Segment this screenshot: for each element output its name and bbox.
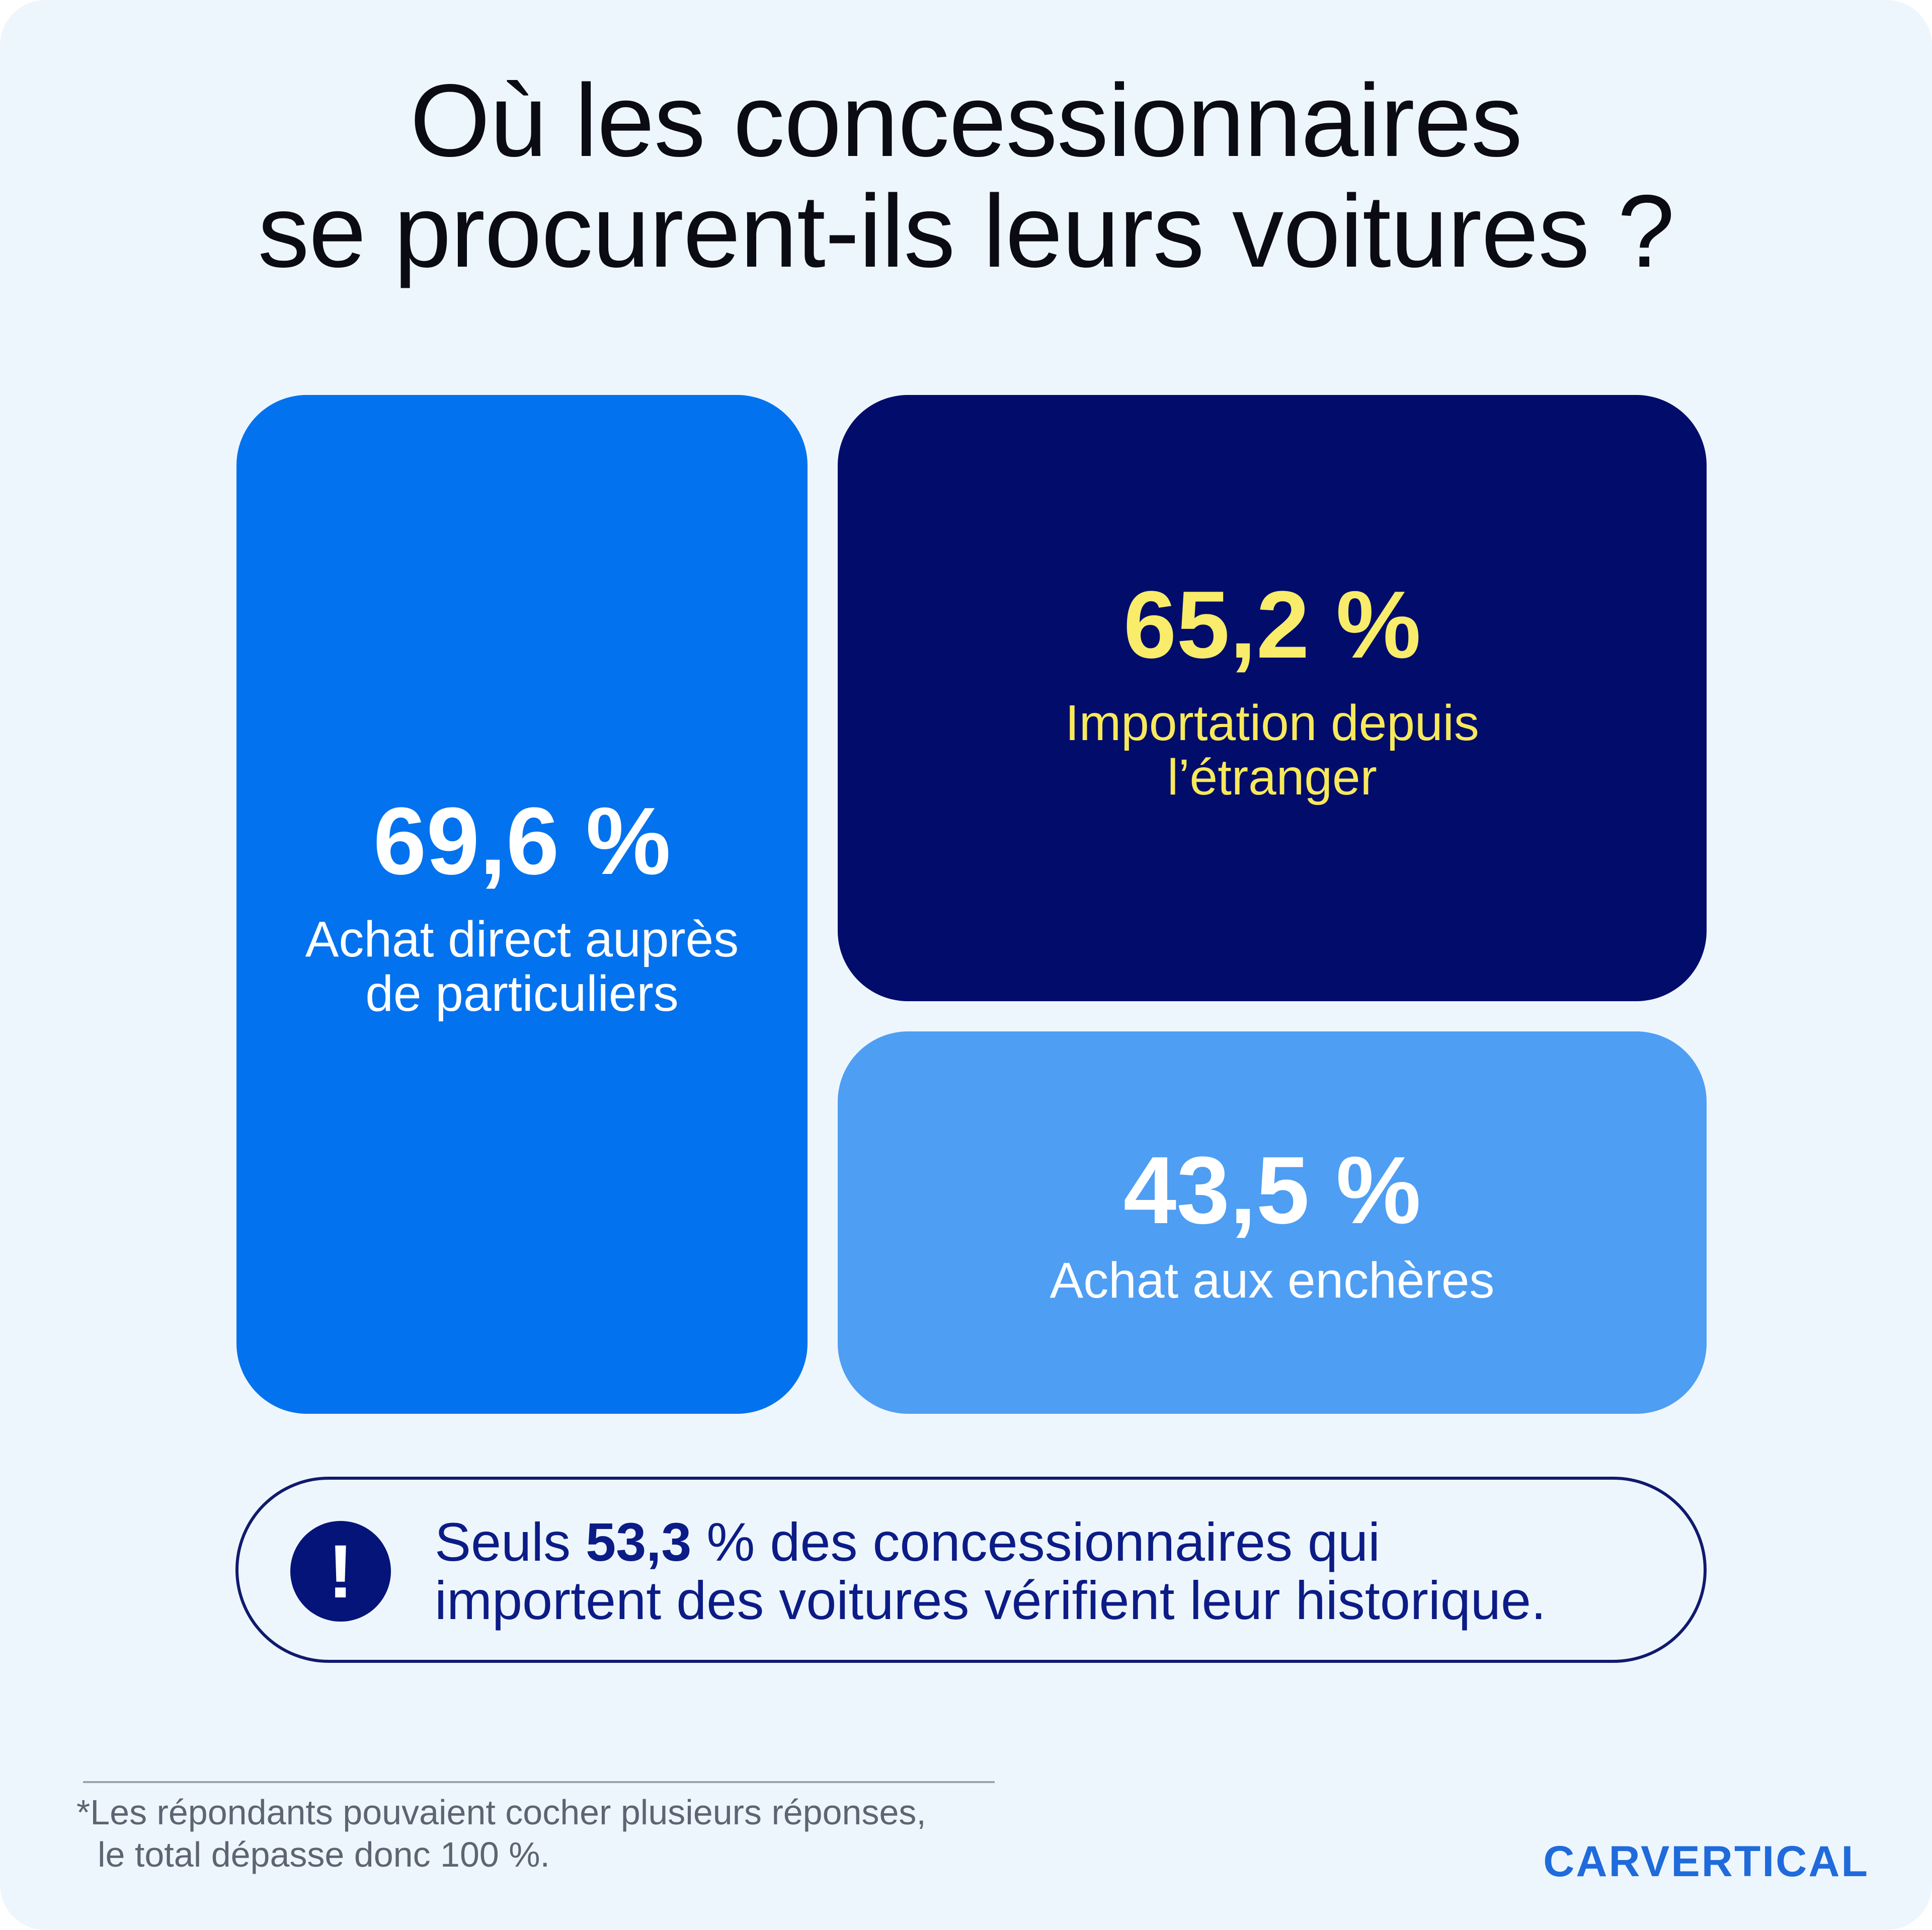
callout-prefix: Seuls bbox=[435, 1511, 586, 1572]
tile-import: 65,2 % Importation depuis l’étranger bbox=[838, 395, 1707, 1001]
title-line-2: se procurent-ils leurs voitures ? bbox=[258, 174, 1674, 289]
exclamation-icon: ! bbox=[290, 1521, 391, 1622]
tile-label-line: Importation depuis bbox=[1065, 694, 1479, 751]
tile-direct-purchase: 69,6 % Achat direct auprès de particulie… bbox=[236, 395, 808, 1414]
footnote-line-2: le total dépasse donc 100 %. bbox=[98, 1835, 550, 1874]
footnote: *Les répondants pouvaient cocher plusieu… bbox=[76, 1791, 1083, 1876]
brand-logo: CARVERTICAL bbox=[1543, 1837, 1869, 1886]
title-line-1: Où les concessionnaires bbox=[410, 63, 1522, 178]
callout-line-1: Seuls 53,3 % des concessionnaires qui bbox=[435, 1513, 1672, 1571]
tile-label-line: de particuliers bbox=[365, 965, 679, 1022]
tile-label-line: Achat direct auprès bbox=[305, 911, 739, 968]
callout-highlight: 53,3 bbox=[586, 1511, 692, 1572]
footnote-line-1: *Les répondants pouvaient cocher plusieu… bbox=[76, 1793, 926, 1832]
tile-label: Achat direct auprès de particuliers bbox=[305, 912, 739, 1021]
tile-label: Importation depuis l’étranger bbox=[1065, 696, 1479, 805]
page-title: Où les concessionnaires se procurent-ils… bbox=[0, 65, 1932, 287]
callout-box: ! Seuls 53,3 % des concessionnaires qui … bbox=[235, 1477, 1707, 1663]
tile-label-line: l’étranger bbox=[1167, 749, 1377, 806]
tile-auction: 43,5 % Achat aux enchères bbox=[838, 1031, 1707, 1414]
footnote-divider bbox=[83, 1781, 995, 1783]
tile-label-line: Achat aux enchères bbox=[1050, 1252, 1495, 1309]
tile-value: 65,2 % bbox=[1123, 571, 1421, 678]
callout-line-2: importent des voitures vérifient leur hi… bbox=[435, 1570, 1547, 1631]
tile-value: 43,5 % bbox=[1123, 1137, 1421, 1244]
tile-value: 69,6 % bbox=[373, 787, 671, 895]
callout-text: Seuls 53,3 % des concessionnaires qui im… bbox=[435, 1513, 1672, 1630]
tile-label: Achat aux enchères bbox=[1050, 1253, 1495, 1308]
callout-suffix: % des concessionnaires qui bbox=[691, 1511, 1381, 1572]
